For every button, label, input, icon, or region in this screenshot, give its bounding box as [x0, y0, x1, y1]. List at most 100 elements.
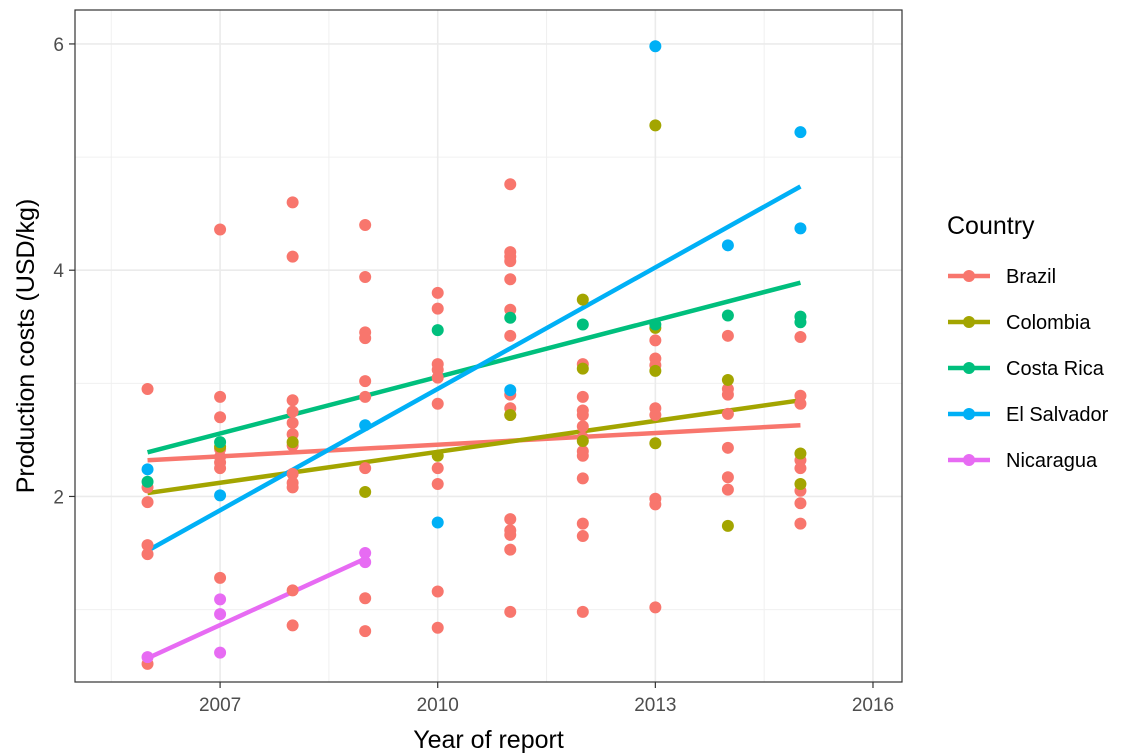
point-brazil	[504, 273, 517, 286]
point-brazil	[576, 517, 589, 530]
legend-key-nicaragua	[963, 454, 975, 466]
point-brazil	[286, 405, 299, 418]
point-el-salvador	[794, 222, 807, 235]
point-brazil	[431, 585, 444, 598]
point-el-salvador	[359, 419, 372, 432]
point-brazil	[576, 420, 589, 433]
point-brazil	[794, 330, 807, 343]
point-brazil	[431, 478, 444, 491]
y-axis-title: Production costs (USD/kg)	[12, 199, 40, 494]
point-nicaragua	[214, 646, 227, 659]
point-brazil	[504, 543, 517, 556]
point-brazil	[141, 496, 154, 509]
point-nicaragua	[359, 556, 372, 569]
legend-label-nicaragua: Nicaragua	[1006, 450, 1098, 472]
y-tick-label: 2	[53, 487, 64, 508]
point-brazil	[576, 409, 589, 422]
point-brazil	[794, 397, 807, 410]
point-brazil	[359, 390, 372, 403]
y-tick-label: 6	[53, 35, 64, 56]
point-brazil	[141, 539, 154, 552]
point-brazil	[794, 517, 807, 530]
point-colombia	[576, 293, 589, 306]
point-brazil	[359, 462, 372, 475]
trend-line-colombia	[147, 398, 801, 496]
point-brazil	[286, 196, 299, 209]
point-colombia	[359, 485, 372, 498]
point-brazil	[504, 255, 517, 268]
point-brazil	[794, 462, 807, 475]
plot-panel	[75, 10, 902, 682]
point-brazil	[286, 619, 299, 632]
point-brazil	[504, 178, 517, 191]
point-brazil	[721, 329, 734, 342]
point-el-salvador	[721, 239, 734, 252]
trend-line-brazil	[147, 422, 801, 463]
legend-key-colombia	[963, 316, 975, 328]
point-brazil	[576, 390, 589, 403]
axes: 2007 2010 2013 2016 2 4 6	[53, 35, 894, 716]
point-colombia	[794, 478, 807, 491]
point-nicaragua	[359, 547, 372, 560]
point-brazil	[286, 584, 299, 597]
point-brazil	[431, 302, 444, 315]
point-brazil	[359, 625, 372, 638]
point-colombia	[721, 519, 734, 532]
point-brazil	[214, 390, 227, 403]
legend-label-costa-rica: Costa Rica	[1006, 358, 1105, 380]
x-tick-label: 2016	[852, 695, 894, 716]
point-brazil	[431, 462, 444, 475]
point-colombia	[649, 119, 662, 132]
point-brazil	[359, 218, 372, 231]
point-brazil	[359, 375, 372, 388]
legend-key-brazil	[963, 270, 975, 282]
x-tick-label: 2010	[417, 695, 459, 716]
trend-line-nicaragua	[146, 556, 367, 661]
point-brazil	[359, 332, 372, 345]
point-brazil	[721, 388, 734, 401]
point-costa-rica	[431, 324, 444, 337]
point-brazil	[141, 548, 154, 561]
point-colombia	[649, 437, 662, 450]
plot-border	[74, 9, 903, 683]
point-brazil	[214, 571, 227, 584]
point-brazil	[721, 407, 734, 420]
point-brazil	[504, 605, 517, 618]
trend-line-el-salvador	[146, 184, 802, 553]
point-el-salvador	[214, 489, 227, 502]
point-brazil	[359, 592, 372, 605]
point-el-salvador	[504, 384, 517, 397]
point-costa-rica	[141, 475, 154, 488]
legend-label-el-salvador: El Salvador	[1006, 404, 1109, 426]
x-tick-label: 2013	[634, 695, 676, 716]
legend-key-el-salvador	[963, 408, 975, 420]
point-brazil	[649, 498, 662, 511]
point-colombia	[576, 362, 589, 375]
point-brazil	[141, 382, 154, 395]
point-costa-rica	[721, 309, 734, 322]
point-brazil	[286, 250, 299, 263]
point-nicaragua	[141, 651, 154, 664]
point-costa-rica	[649, 318, 662, 331]
point-brazil	[649, 409, 662, 422]
point-colombia	[286, 436, 299, 449]
point-brazil	[576, 605, 589, 618]
legend-title: Country	[947, 212, 1035, 240]
legend-label-colombia: Colombia	[1006, 312, 1091, 334]
point-brazil	[649, 601, 662, 614]
point-el-salvador	[141, 463, 154, 476]
legend: Country Brazil Colombia Costa Rica El Salva…	[947, 212, 1109, 472]
point-costa-rica	[214, 436, 227, 449]
point-brazil	[431, 371, 444, 384]
point-el-salvador	[794, 126, 807, 139]
point-nicaragua	[214, 593, 227, 606]
point-brazil	[359, 270, 372, 283]
point-brazil	[504, 329, 517, 342]
point-nicaragua	[214, 608, 227, 621]
legend-label-brazil: Brazil	[1006, 266, 1056, 288]
point-brazil	[214, 223, 227, 236]
point-brazil	[721, 441, 734, 454]
point-brazil	[286, 394, 299, 407]
point-brazil	[504, 513, 517, 526]
